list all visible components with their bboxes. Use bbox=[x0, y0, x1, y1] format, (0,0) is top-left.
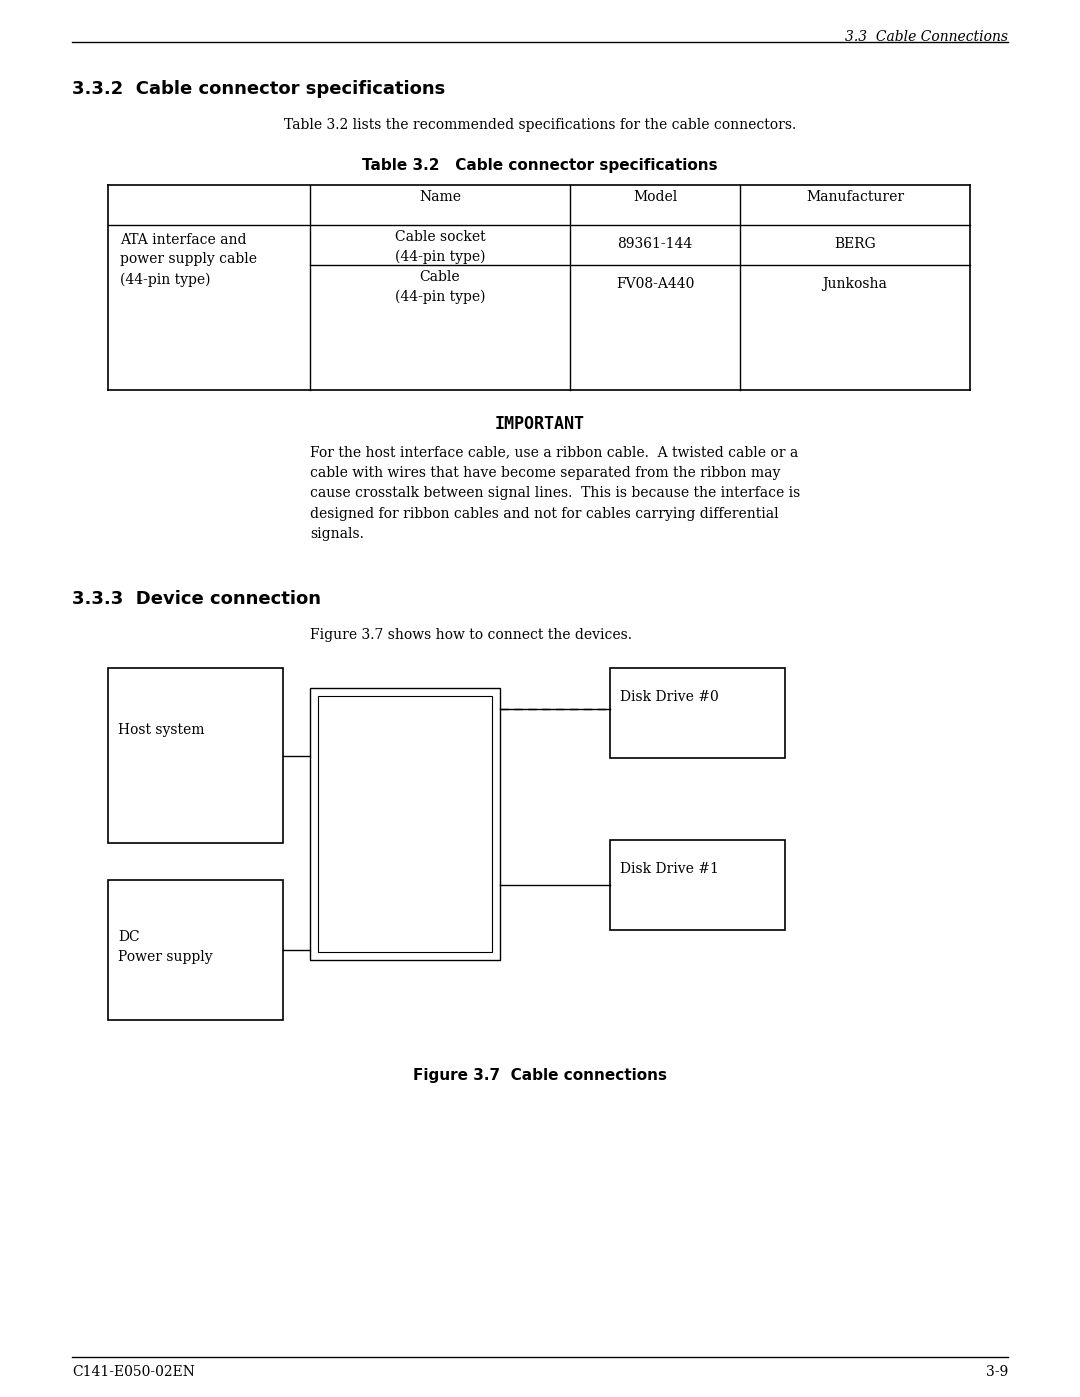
Text: ATA interface and
power supply cable
(44-pin type): ATA interface and power supply cable (44… bbox=[120, 233, 257, 286]
Text: 89361-144: 89361-144 bbox=[618, 237, 692, 251]
Text: Junkosha: Junkosha bbox=[823, 277, 888, 291]
Text: Cable socket
(44-pin type): Cable socket (44-pin type) bbox=[394, 231, 485, 264]
Bar bbox=[108, 668, 283, 842]
Text: 3-9: 3-9 bbox=[986, 1365, 1008, 1379]
Bar bbox=[318, 696, 492, 951]
Text: 3.3.3  Device connection: 3.3.3 Device connection bbox=[72, 590, 321, 608]
Text: FV08-A440: FV08-A440 bbox=[616, 277, 694, 291]
Text: DC
Power supply: DC Power supply bbox=[118, 930, 213, 964]
Text: Name: Name bbox=[419, 190, 461, 204]
Text: Table 3.2   Cable connector specifications: Table 3.2 Cable connector specifications bbox=[362, 158, 718, 173]
Text: IMPORTANT: IMPORTANT bbox=[495, 415, 585, 433]
Bar bbox=[108, 880, 283, 1020]
Bar bbox=[310, 687, 500, 960]
Text: Disk Drive #0: Disk Drive #0 bbox=[620, 690, 719, 704]
Bar bbox=[610, 840, 785, 930]
Bar bbox=[610, 668, 785, 759]
Text: 3.3  Cable Connections: 3.3 Cable Connections bbox=[845, 29, 1008, 43]
Text: 3.3.2  Cable connector specifications: 3.3.2 Cable connector specifications bbox=[72, 80, 445, 98]
Text: Model: Model bbox=[633, 190, 677, 204]
Text: C141-E050-02EN: C141-E050-02EN bbox=[72, 1365, 194, 1379]
Text: Table 3.2 lists the recommended specifications for the cable connectors.: Table 3.2 lists the recommended specific… bbox=[284, 117, 796, 131]
Text: Figure 3.7 shows how to connect the devices.: Figure 3.7 shows how to connect the devi… bbox=[310, 629, 632, 643]
Text: For the host interface cable, use a ribbon cable.  A twisted cable or a
cable wi: For the host interface cable, use a ribb… bbox=[310, 446, 800, 542]
Text: BERG: BERG bbox=[834, 237, 876, 251]
Text: Manufacturer: Manufacturer bbox=[806, 190, 904, 204]
Text: Host system: Host system bbox=[118, 724, 204, 738]
Text: Disk Drive #1: Disk Drive #1 bbox=[620, 862, 719, 876]
Text: Figure 3.7  Cable connections: Figure 3.7 Cable connections bbox=[413, 1067, 667, 1083]
Text: Cable
(44-pin type): Cable (44-pin type) bbox=[395, 270, 485, 305]
